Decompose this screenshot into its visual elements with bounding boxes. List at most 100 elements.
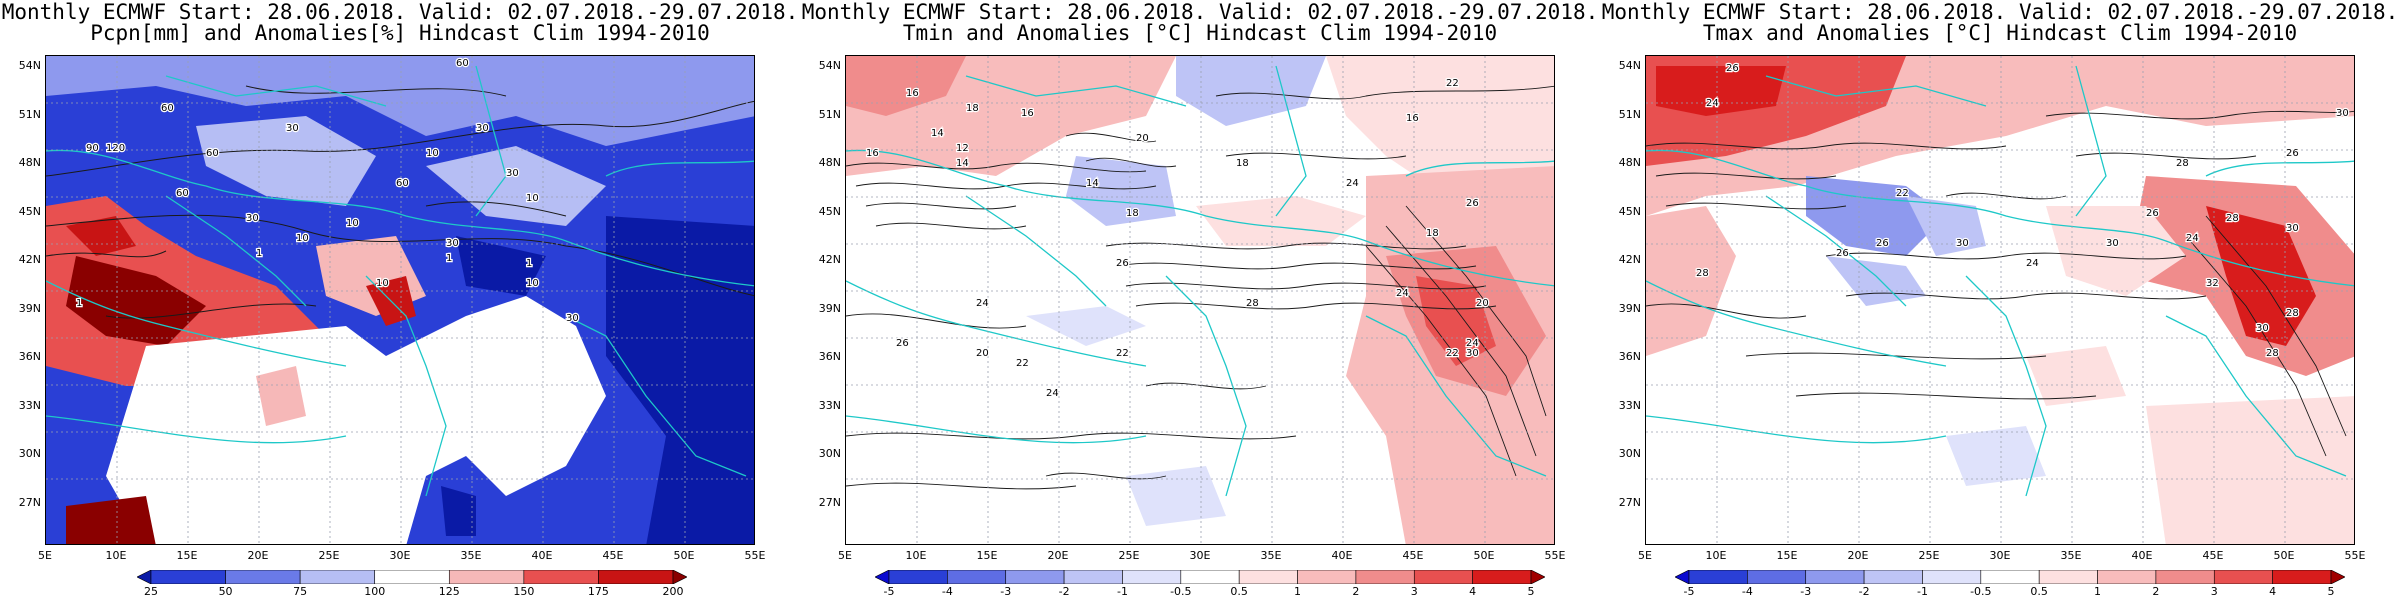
contour-value-label: 1	[446, 253, 452, 264]
lon-label: 30E	[1989, 549, 2011, 562]
colorbar-segment	[523, 570, 599, 584]
contour-value-label: 30	[476, 123, 489, 134]
contour-value-label: 32	[2206, 278, 2219, 289]
contour-value-label: 30	[2286, 223, 2299, 234]
lat-label: 54N	[18, 59, 41, 72]
contour-value-label: 14	[1086, 178, 1099, 189]
lat-label: 39N	[18, 301, 41, 315]
colorbar-arrow-right	[2330, 570, 2345, 584]
contour-value-label: 12	[956, 143, 969, 154]
contour-value-label: 10	[526, 193, 539, 204]
tmin-title-line2: Tmin and Anomalies [°C] Hindcast Clim 19…	[902, 21, 1498, 45]
colorbar-segment	[1238, 570, 1298, 584]
colorbar-segment	[1688, 570, 1748, 584]
lat-label: 33N	[18, 398, 41, 412]
lat-label: 27N	[1618, 495, 1641, 509]
lat-label: 33N	[818, 398, 841, 412]
lat-label: 42N	[1618, 253, 1641, 266]
lat-label: 27N	[818, 495, 841, 509]
contour-value-label: 20	[976, 348, 989, 359]
colorbar-tick-label: -2	[1058, 585, 1070, 598]
lat-label: 48N	[1618, 156, 1641, 169]
lon-label: 25E	[318, 549, 340, 562]
precip-map: 60 30 90 120 60 60 30 10 30 60 10 60 30 10 1 10 30 10 1 30 1…	[45, 55, 755, 545]
contour-value-label: 30	[286, 123, 299, 134]
lat-label: 36N	[818, 350, 841, 363]
contour-value-label: 10	[346, 218, 359, 229]
colorbar-segment	[448, 570, 525, 584]
colorbar-tick-label: -5	[1683, 585, 1695, 598]
contour-value-label: 60	[176, 188, 189, 199]
colorbar-segment	[1805, 570, 1865, 584]
colorbar-arrow-right	[672, 570, 687, 584]
contour-value-label: 10	[376, 278, 389, 289]
colorbar-tick-label: 0.5	[1230, 585, 1248, 598]
lon-label: 10E	[1705, 549, 1727, 562]
precip-title-line2: Pcpn[mm] and Anomalies[%] Hindcast Clim …	[90, 21, 710, 45]
lon-label: 50E	[673, 549, 695, 562]
contour-value-label: 16	[1021, 108, 1034, 119]
lon-label: 45E	[1402, 549, 1424, 562]
contour-value-label: 1	[76, 298, 82, 309]
contour-value-label: 26	[1836, 248, 1849, 259]
colorbar-segment	[2272, 570, 2332, 584]
contour-value-label: 22	[1116, 348, 1129, 359]
colorbar-tick-label: -4	[941, 585, 953, 598]
colorbar-segment	[1922, 570, 1982, 584]
colorbar-tick-label: 100	[364, 585, 386, 598]
contour-value-label: 16	[1406, 113, 1419, 124]
colorbar-segment	[374, 570, 450, 584]
lon-label: 5E	[38, 549, 52, 562]
lon-label: 15E	[176, 549, 198, 562]
contour-value-label: 18	[1126, 208, 1139, 219]
lon-label: 10E	[905, 549, 927, 562]
colorbar-segment	[1980, 570, 2040, 584]
contour-value-label: 28	[1246, 298, 1259, 309]
lon-label: 15E	[976, 549, 998, 562]
tmax-colorbar	[1675, 570, 2345, 584]
tmax-title-line2: Tmax and Anomalies [°C] Hindcast Clim 19…	[1702, 21, 2298, 45]
lon-label: 55E	[1544, 549, 1566, 562]
colorbar-tick-label: -2	[1858, 585, 1870, 598]
contour-value-label: 28	[2226, 213, 2239, 224]
contour-value-label: 18	[966, 103, 979, 114]
colorbar-tick-label: 150	[513, 585, 535, 598]
colorbar-tick-label: 3	[2210, 585, 2218, 598]
contour-value-label: 26	[896, 338, 909, 349]
tmin-title-line1: Monthly ECMWF Start: 28.06.2018. Valid: …	[801, 0, 1599, 24]
lon-label: 35E	[1260, 549, 1282, 562]
tmax-title-line1: Monthly ECMWF Start: 28.06.2018. Valid: …	[1601, 0, 2399, 24]
contour-value-label: 18	[1236, 158, 1249, 169]
lat-label: 48N	[818, 156, 841, 169]
colorbar-tick-label: 1	[1294, 585, 1302, 598]
contour-value-label: 26	[1116, 258, 1129, 269]
lon-label: 50E	[2273, 549, 2295, 562]
tmin-map: 16 18 16 14 12 14 16 20 18 14 18 16 22 24 26 18 20 24 22 24…	[845, 55, 1555, 545]
contour-value-label: 28	[2176, 158, 2189, 169]
colorbar-segment	[1472, 570, 1532, 584]
colorbar-tick-label: 2	[1352, 585, 1360, 598]
colorbar-tick-label: -4	[1741, 585, 1753, 598]
contour-value-label: 28	[1696, 268, 1709, 279]
contour-value-label: 30	[566, 313, 579, 324]
contour-value-label: 30	[506, 168, 519, 179]
contour-value-label: 30	[446, 238, 459, 249]
contour-value-label: 24	[1046, 388, 1059, 399]
lat-label: 54N	[1618, 59, 1641, 72]
lon-label: 40E	[1331, 549, 1353, 562]
contour-value-label: 28	[2286, 308, 2299, 319]
lon-label: 45E	[2202, 549, 2224, 562]
precip-title-line1: Monthly ECMWF Start: 28.06.2018. Valid: …	[1, 0, 799, 24]
colorbar-segment	[1297, 570, 1357, 584]
lon-label: 35E	[2060, 549, 2082, 562]
contour-value-label: 30	[1956, 238, 1969, 249]
contour-value-label: 24	[976, 298, 989, 309]
colorbar-segment	[1180, 570, 1240, 584]
lat-label: 45N	[18, 204, 41, 218]
colorbar-segment	[1355, 570, 1415, 584]
colorbar-tick-label: -1	[1916, 585, 1928, 598]
contour-value-label: 16	[906, 88, 919, 99]
colorbar-segment	[2097, 570, 2157, 584]
colorbar-segment	[225, 570, 301, 584]
colorbar-tick-label: 5	[2327, 585, 2335, 598]
